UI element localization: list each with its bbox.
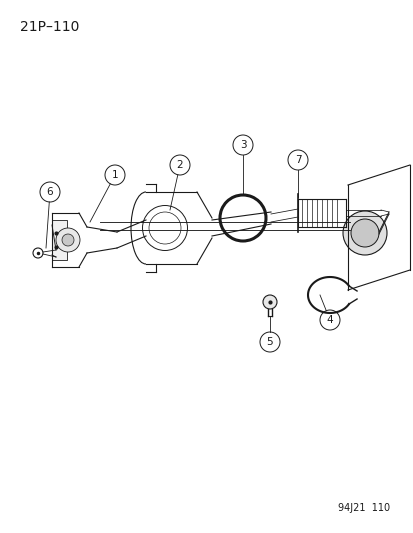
Text: 6: 6 (47, 187, 53, 197)
Circle shape (56, 228, 80, 252)
Circle shape (350, 219, 378, 247)
Circle shape (262, 295, 276, 309)
Text: 21P–110: 21P–110 (20, 20, 79, 34)
Circle shape (342, 211, 386, 255)
Text: 5: 5 (266, 337, 273, 347)
Text: 1: 1 (112, 170, 118, 180)
Bar (52, 220, 67, 260)
Text: 7: 7 (294, 155, 301, 165)
Text: 4: 4 (326, 315, 332, 325)
Text: 2: 2 (176, 160, 183, 170)
Circle shape (62, 234, 74, 246)
Text: 3: 3 (239, 140, 246, 150)
Text: 94J21  110: 94J21 110 (337, 503, 389, 513)
